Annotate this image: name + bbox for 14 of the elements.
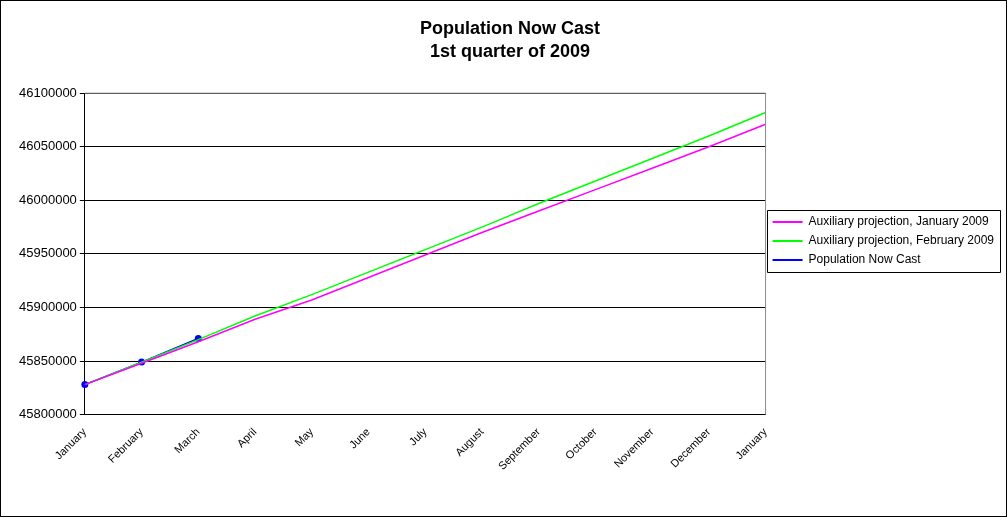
legend-label: Auxiliary projection, February 2009 [808,233,995,248]
y-tick-label: 46100000 [19,84,77,100]
y-tick-label: 46050000 [19,138,77,154]
legend-label: Population Now Cast [808,252,922,267]
y-tick-label: 45950000 [19,245,77,261]
x-tick-label: July [406,425,430,448]
y-tick-label: 45900000 [19,299,77,315]
legend-label: Auxiliary projection, January 2009 [808,214,989,229]
x-tick-label: May [292,425,316,449]
y-tick-label: 46000000 [19,191,77,207]
chart-title: Population Now Cast [420,17,601,38]
chart-subtitle: 1st quarter of 2009 [429,41,591,62]
y-tick-label: 45850000 [19,352,77,368]
y-tick-label: 45800000 [19,406,77,422]
